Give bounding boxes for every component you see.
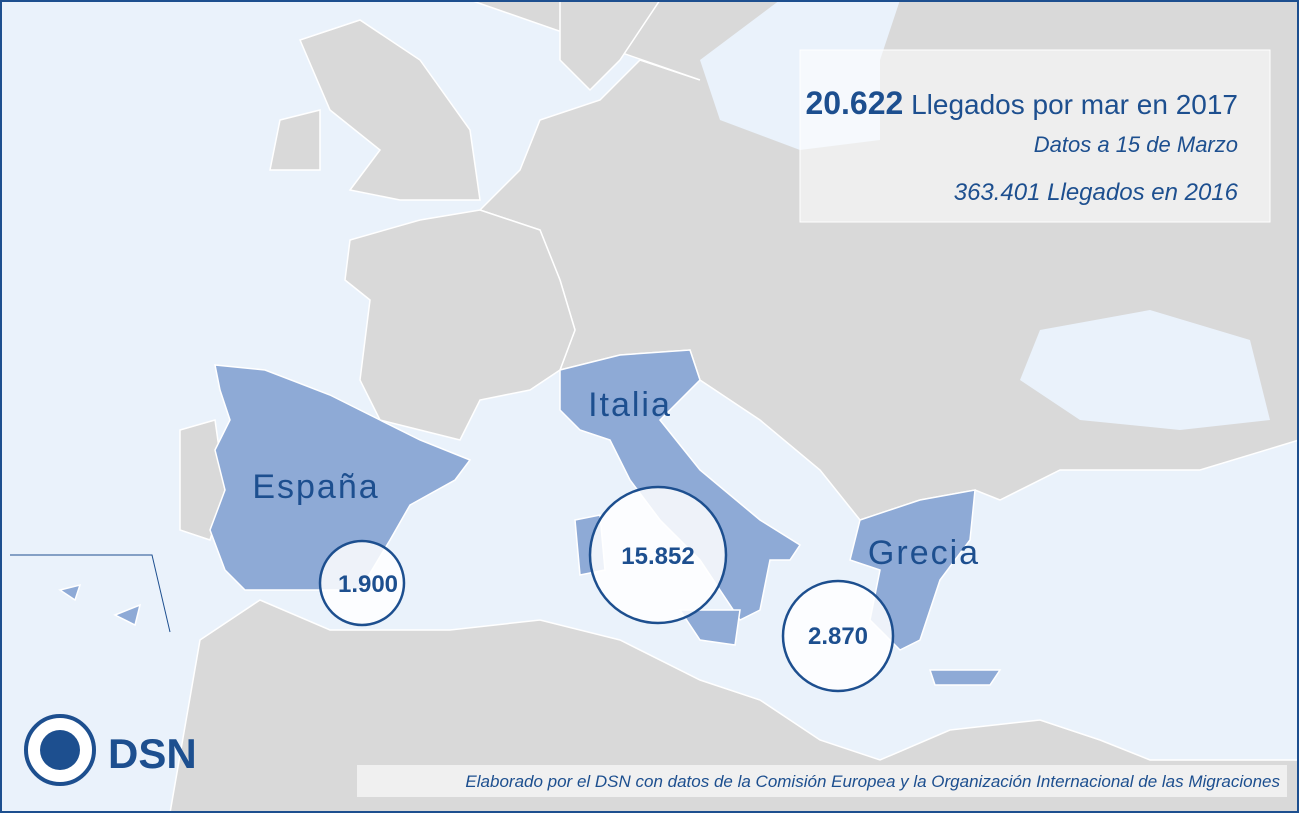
summary-2016: 363.401 Llegados en 2016: [954, 179, 1239, 206]
arrivals-bubble: [318, 539, 406, 627]
arrivals-value: 15.852: [621, 543, 694, 570]
footer-source: Elaborado por el DSN con datos de la Com…: [465, 772, 1280, 791]
summary-box: [799, 49, 1271, 223]
arrivals-value: 1.900: [338, 571, 398, 598]
date-note: Datos a 15 de Marzo: [1034, 132, 1238, 157]
summary-2017: 20.622 Llegados por mar en 2017: [805, 85, 1238, 121]
logo-text: DSN: [108, 730, 197, 777]
footer-box: [357, 765, 1287, 797]
country-label: España: [252, 468, 379, 506]
arrivals-value: 2.870: [808, 623, 868, 650]
country-label: Grecia: [868, 534, 980, 572]
country-label: Italia: [588, 386, 672, 424]
arrivals-bubble: [588, 485, 728, 625]
arrivals-bubble: [781, 579, 895, 693]
logo-seal-center: [40, 730, 80, 770]
